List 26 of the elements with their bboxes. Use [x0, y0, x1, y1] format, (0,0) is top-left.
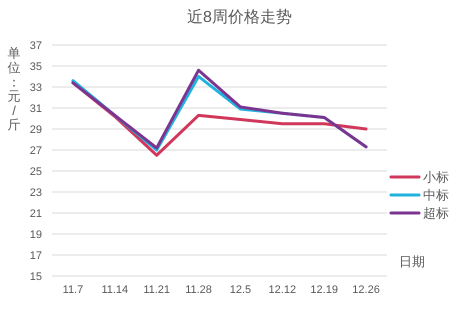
legend-label: 小标 [423, 170, 449, 185]
y-tick-label: 31 [30, 102, 42, 115]
y-axis-title: 单位：元/斤 [8, 46, 20, 132]
x-tick-label: 11.7 [62, 284, 84, 296]
y-tick-label: 35 [30, 60, 42, 73]
x-tick-label: 11.28 [185, 284, 212, 296]
x-tick-label: 12.5 [230, 284, 252, 296]
y-tick-label: 25 [30, 166, 42, 178]
y-tick-label: 27 [30, 144, 42, 157]
legend-label: 中标 [423, 188, 449, 203]
y-tick-label: 15 [30, 270, 42, 283]
y-tick-label: 17 [30, 250, 42, 262]
y-tick-label: 37 [30, 40, 42, 52]
x-tick-label: 11.21 [143, 284, 170, 296]
x-axis-title: 日期 [399, 254, 425, 269]
y-tick-label: 23 [30, 186, 42, 199]
x-tick-label: 12.26 [352, 284, 380, 296]
chart-title: 近8周价格走势 [187, 8, 292, 26]
y-tick-label: 33 [30, 82, 42, 94]
y-tick-label: 21 [30, 208, 42, 220]
legend-label: 超标 [423, 206, 449, 221]
x-tick-label: 11.14 [101, 284, 128, 296]
y-tick-label: 19 [30, 228, 42, 241]
y-tick-label: 29 [30, 124, 42, 136]
x-tick-label: 12.12 [268, 284, 296, 296]
x-tick-label: 12.19 [310, 284, 338, 296]
